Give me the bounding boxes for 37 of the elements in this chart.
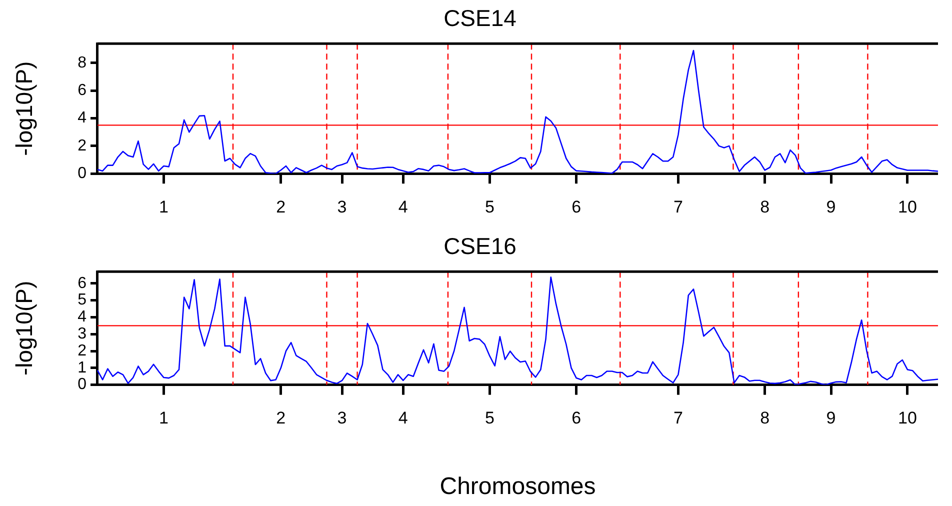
x-tick-label: 1 [158,408,168,428]
x-tick-label: 6 [572,408,582,428]
x-tick-label: 3 [337,408,347,428]
y-tick-label: 0 [78,165,87,182]
y-tick-label: 6 [78,82,87,100]
y-tick-label: 3 [78,326,87,343]
y-axis-title: -log10(P) [11,280,38,376]
x-tick-label: 4 [398,197,408,216]
x-tick-label: 2 [276,197,286,216]
x-tick-label: 9 [826,408,836,428]
x-tick-label: 5 [485,408,494,428]
chart-title: CSE16 [444,233,516,260]
chart-title: CSE14 [444,5,517,32]
y-tick-label: 8 [78,54,87,72]
y-tick-label: 5 [78,292,87,309]
y-axis-title: -log10(P) [11,61,38,156]
y-tick-label: 1 [78,359,87,376]
x-tick-label: 8 [760,408,770,428]
x-axis-title: Chromosomes [440,473,596,500]
x-tick-label: 2 [276,408,286,428]
x-tick-label: 6 [572,197,582,216]
y-tick-label: 2 [78,137,87,154]
y-tick-label: 6 [78,274,87,292]
y-tick-label: 2 [78,342,87,360]
x-tick-label: 3 [337,197,347,216]
x-tick-label: 1 [158,197,168,216]
x-tick-label: 9 [826,197,836,216]
x-tick-label: 8 [760,197,770,216]
x-tick-label: 7 [673,197,683,216]
y-tick-label: 4 [78,110,87,127]
x-tick-label: 4 [398,408,408,428]
x-tick-label: 5 [485,197,494,216]
x-tick-label: 10 [898,197,917,216]
y-tick-label: 0 [78,376,87,394]
y-tick-label: 4 [78,308,87,326]
x-tick-label: 10 [898,408,917,428]
x-tick-label: 7 [673,408,683,428]
